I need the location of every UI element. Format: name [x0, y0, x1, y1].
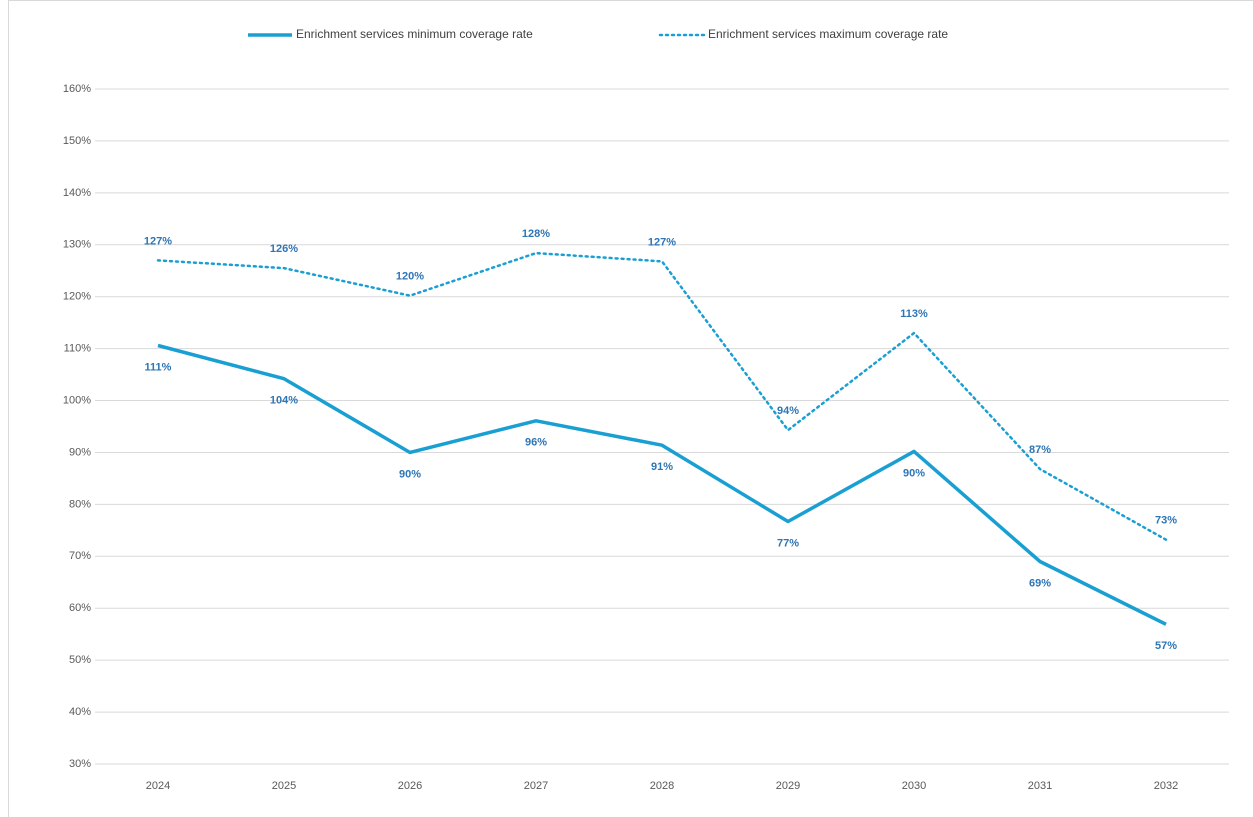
data-label: 111% — [145, 361, 172, 373]
data-line — [156, 251, 1168, 541]
data-label: 113% — [900, 308, 928, 320]
y-tick-label: 70% — [69, 550, 91, 562]
y-tick-label: 120% — [63, 291, 91, 303]
x-tick-label: 2024 — [146, 780, 170, 792]
y-tick-label: 150% — [63, 135, 91, 147]
data-label: 90% — [903, 467, 925, 479]
y-tick-label: 100% — [63, 394, 91, 406]
data-label: 77% — [777, 537, 799, 549]
y-tick-label: 30% — [69, 758, 91, 770]
data-label: 127% — [144, 235, 172, 247]
data-label: 94% — [777, 405, 799, 417]
y-tick-label: 130% — [63, 239, 91, 251]
y-tick-label: 160% — [63, 83, 91, 95]
y-tick-label: 140% — [63, 187, 91, 199]
y-tick-label: 60% — [69, 602, 91, 614]
data-label: 104% — [270, 395, 298, 407]
x-tick-label: 2028 — [650, 780, 674, 792]
y-tick-label: 90% — [69, 446, 91, 458]
legend-label: Enrichment services minimum coverage rat… — [296, 27, 533, 41]
data-label: 57% — [1155, 640, 1177, 652]
data-label: 128% — [522, 228, 550, 240]
y-tick-label: 50% — [69, 654, 91, 666]
x-tick-label: 2027 — [524, 780, 548, 792]
x-tick-label: 2030 — [902, 780, 926, 792]
x-tick-label: 2029 — [776, 780, 800, 792]
data-label: 90% — [399, 468, 421, 480]
x-tick-label: 2026 — [398, 780, 422, 792]
x-tick-label: 2031 — [1028, 780, 1052, 792]
data-label: 73% — [1155, 515, 1177, 527]
data-label: 127% — [648, 236, 676, 248]
data-label: 126% — [270, 243, 298, 255]
x-tick-label: 2025 — [272, 780, 296, 792]
data-line — [157, 343, 1167, 626]
data-label: 91% — [651, 461, 673, 473]
y-tick-label: 40% — [69, 706, 91, 718]
data-label: 69% — [1029, 577, 1051, 589]
data-label: 96% — [525, 437, 547, 449]
legend-label: Enrichment services maximum coverage rat… — [708, 27, 948, 41]
chart-frame — [8, 0, 1253, 817]
data-label: 87% — [1029, 444, 1051, 456]
data-label: 120% — [396, 271, 424, 283]
x-tick-label: 2032 — [1154, 780, 1178, 792]
y-tick-label: 80% — [69, 498, 91, 510]
y-tick-label: 110% — [64, 343, 92, 355]
